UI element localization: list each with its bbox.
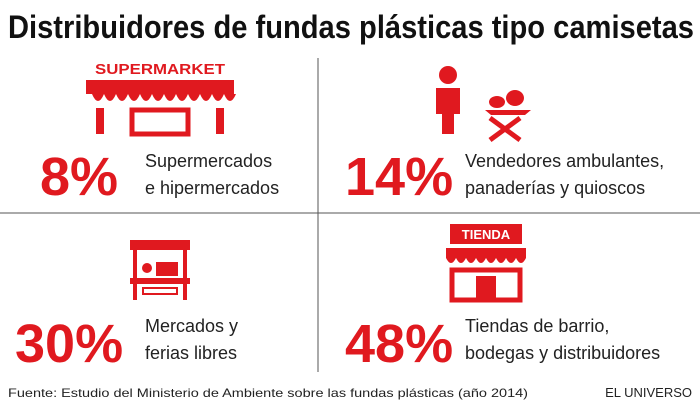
supermarket-icon: SUPERMARKET xyxy=(86,61,236,137)
label: e hipermercados xyxy=(145,178,279,198)
label: Supermercados xyxy=(145,151,272,171)
market-icon xyxy=(130,240,190,300)
percent: 8% xyxy=(40,147,118,207)
icon-part xyxy=(439,66,457,84)
tienda-icon: TIENDA xyxy=(446,224,526,303)
canopy-scallops xyxy=(92,94,236,101)
percent: 48% xyxy=(345,314,453,374)
icon-part xyxy=(450,224,522,244)
label: bodegas y distribuidores xyxy=(465,343,660,363)
icon-part xyxy=(436,88,460,134)
label: panaderías y quioscos xyxy=(465,178,645,198)
door xyxy=(129,107,191,137)
icon-text: TIENDA xyxy=(462,227,511,242)
percent: 14% xyxy=(345,147,453,207)
label: Mercados y xyxy=(145,316,238,336)
icon-part xyxy=(183,250,187,300)
icon-part xyxy=(488,115,522,143)
icon-part xyxy=(130,278,190,284)
post xyxy=(216,108,224,134)
icon-part xyxy=(142,263,152,273)
icon-part xyxy=(506,90,524,106)
icon-part xyxy=(130,240,190,250)
icon-part xyxy=(446,258,526,263)
title: Distribuidores de fundas plásticas tipo … xyxy=(8,9,694,45)
brand: EL UNIVERSO xyxy=(605,385,692,400)
icon-part xyxy=(142,287,178,295)
canopy xyxy=(86,80,234,94)
icon-part xyxy=(489,96,505,108)
label: Tiendas de barrio, xyxy=(465,316,609,336)
label: Vendedores ambulantes, xyxy=(465,151,664,171)
vendor-icon xyxy=(436,66,531,143)
post xyxy=(96,108,104,134)
icon-part xyxy=(485,110,531,115)
icon-text: SUPERMARKET xyxy=(95,61,225,78)
icon-part xyxy=(133,250,137,300)
icon-part xyxy=(476,276,496,300)
label: ferias libres xyxy=(145,343,237,363)
source: Fuente: Estudio del Ministerio de Ambien… xyxy=(8,386,528,400)
icon-part xyxy=(156,262,178,276)
percent: 30% xyxy=(15,314,123,374)
icon-part xyxy=(446,248,526,258)
